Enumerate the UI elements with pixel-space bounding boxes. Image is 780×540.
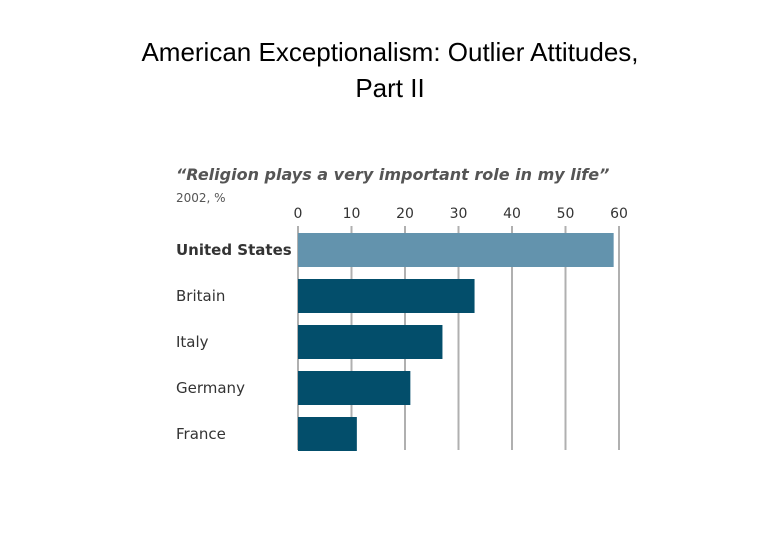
x-tick-label: 0 — [294, 206, 303, 222]
x-axis-ticks: 0 10 20 30 40 50 60 — [294, 206, 628, 222]
bar-britain — [298, 279, 475, 313]
x-tick-label: 60 — [610, 206, 628, 222]
slide-title-line2: Part II — [355, 73, 425, 103]
chart-title: “Religion plays a very important role in… — [176, 165, 609, 184]
bar-germany — [298, 371, 411, 405]
category-label: France — [176, 425, 226, 443]
bar-italy — [298, 325, 443, 359]
category-label: United States — [176, 241, 292, 259]
category-labels: United States Britain Italy Germany France — [176, 241, 292, 443]
bar-france — [298, 417, 357, 451]
category-label: Italy — [176, 333, 209, 351]
x-tick-label: 50 — [557, 206, 575, 222]
x-tick-label: 20 — [396, 206, 414, 222]
x-tick-label: 30 — [450, 206, 468, 222]
bars — [298, 233, 614, 451]
slide-title: American Exceptionalism: Outlier Attitud… — [0, 34, 780, 106]
slide-title-line1: American Exceptionalism: Outlier Attitud… — [141, 37, 639, 67]
x-tick-label: 10 — [343, 206, 361, 222]
category-label: Germany — [176, 379, 245, 397]
x-tick-label: 40 — [503, 206, 521, 222]
chart-subtitle: 2002, % — [176, 191, 226, 205]
category-label: Britain — [176, 287, 225, 305]
bar-united-states — [298, 233, 614, 267]
